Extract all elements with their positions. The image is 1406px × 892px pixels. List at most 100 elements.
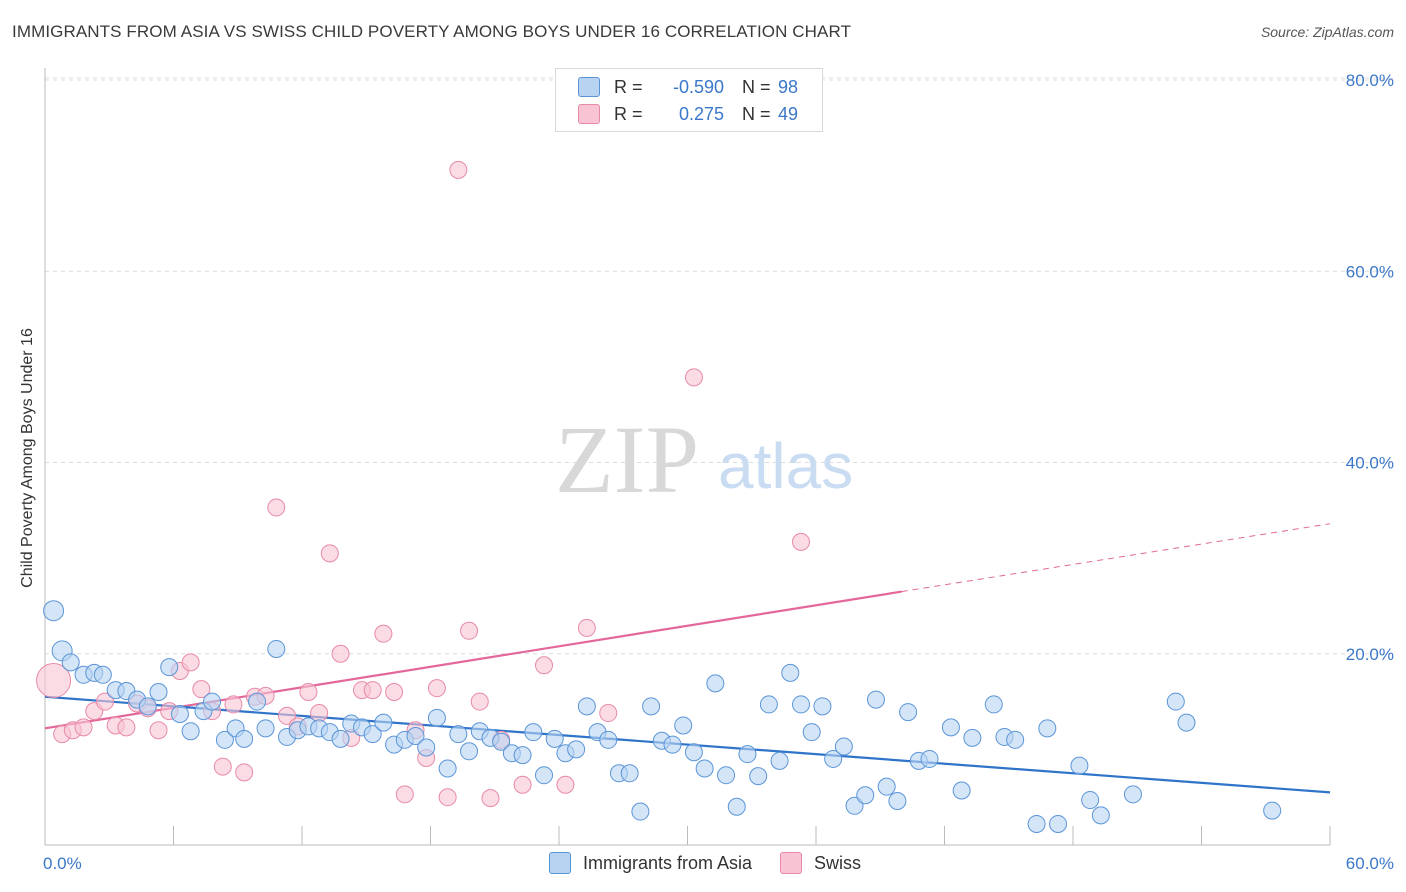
swiss-point <box>535 656 554 675</box>
swiss-point <box>577 618 596 637</box>
swiss-point <box>792 532 811 551</box>
legend-row-swiss: R = 0.275 N = 49 <box>578 101 798 127</box>
asia-point <box>1263 801 1282 820</box>
asia-point <box>759 695 778 714</box>
asia-point <box>1081 791 1100 810</box>
asia-point <box>888 792 907 811</box>
asia-point <box>984 695 1003 714</box>
asia-point <box>203 692 222 711</box>
asia-point <box>866 690 885 709</box>
x-tick-label: 60.0% <box>1346 854 1394 873</box>
asia-point <box>856 786 875 805</box>
grid-lines <box>45 77 1395 655</box>
swiss-point <box>470 692 489 711</box>
swiss-point <box>331 644 350 663</box>
asia-point <box>963 728 982 747</box>
asia-point <box>620 764 639 783</box>
y-tick-label: 40.0% <box>1346 454 1394 473</box>
asia-point <box>331 729 350 748</box>
asia-point <box>631 802 650 821</box>
x-tick-label: 0.0% <box>43 854 82 873</box>
asia-point <box>663 735 682 754</box>
series-legend: Immigrants from Asia Swiss <box>549 852 889 874</box>
asia-point <box>1166 692 1185 711</box>
trend-lines <box>44 523 1331 794</box>
n-label: N = <box>742 76 771 97</box>
swiss-point <box>95 692 114 711</box>
asia-point <box>1070 756 1089 775</box>
asia-point <box>781 663 800 682</box>
swiss-point <box>224 695 243 714</box>
asia-point <box>535 766 554 785</box>
asia-point <box>93 665 112 684</box>
swiss-point <box>181 653 200 672</box>
n-value: 98 <box>778 76 799 97</box>
asia-point <box>524 723 543 742</box>
asia-point <box>138 697 157 716</box>
swiss-point <box>385 683 404 701</box>
asia-point <box>1049 814 1068 833</box>
swiss-point <box>684 368 703 387</box>
asia-point <box>749 767 768 786</box>
asia-point <box>1027 814 1046 833</box>
asia-point <box>770 751 789 770</box>
asia-point <box>941 718 960 737</box>
asia-points <box>43 600 1282 833</box>
asia-point <box>149 683 168 701</box>
swiss-swatch <box>578 104 600 124</box>
asia-point <box>834 737 853 756</box>
asia-point <box>492 732 511 751</box>
source-credit: Source: ZipAtlas.com <box>1260 24 1394 40</box>
asia-point <box>1006 730 1025 749</box>
asia-point <box>1123 785 1142 804</box>
asia-point <box>61 653 80 672</box>
asia-point <box>1038 719 1057 738</box>
asia-point <box>1091 806 1110 825</box>
swiss-point <box>192 680 211 699</box>
swiss-point <box>481 789 500 808</box>
asia-point <box>824 749 843 768</box>
asia-swatch <box>578 77 600 97</box>
tick-labels: 20.0% 40.0% 60.0% 80.0% 0.0% 60.0% <box>43 71 1394 873</box>
swiss-point <box>427 679 446 698</box>
asia-point <box>438 759 457 778</box>
swiss-point <box>117 718 136 737</box>
asia-point <box>43 600 65 622</box>
r-value: 0.275 <box>678 103 724 124</box>
asia-point <box>738 745 757 764</box>
asia-point <box>674 716 693 735</box>
axes <box>44 68 1331 846</box>
asia-point <box>920 749 939 768</box>
asia-legend-label: Immigrants from Asia <box>583 852 753 873</box>
r-value: -0.590 <box>672 76 724 97</box>
asia-point <box>567 740 586 759</box>
watermark-zip: ZIP <box>555 406 699 513</box>
swiss-point <box>374 624 393 643</box>
swiss-point <box>599 704 618 723</box>
swiss-point <box>267 498 286 517</box>
y-tick-label: 60.0% <box>1346 262 1394 281</box>
asia-point <box>845 796 864 815</box>
asia-point <box>642 697 661 716</box>
asia-point <box>802 723 821 742</box>
swiss-trend-line <box>44 590 902 730</box>
watermark-atlas: atlas <box>718 430 853 502</box>
chart-title: IMMIGRANTS FROM ASIA VS SWISS CHILD POVE… <box>12 22 852 41</box>
r-label: R = <box>614 76 643 97</box>
asia-point <box>449 725 468 744</box>
asia-point <box>460 742 479 761</box>
y-tick-label: 20.0% <box>1346 645 1394 664</box>
legend-item-asia: Immigrants from Asia <box>549 852 752 874</box>
asia-point <box>427 708 446 727</box>
asia-point <box>813 697 832 716</box>
asia-point <box>545 729 564 748</box>
swiss-point <box>299 683 318 701</box>
asia-point <box>513 746 532 765</box>
asia-point <box>406 726 425 745</box>
asia-point <box>248 692 267 711</box>
swiss-point <box>395 785 414 804</box>
asia-point <box>235 729 254 748</box>
r-label: R = <box>614 103 643 124</box>
n-label: N = <box>742 103 771 124</box>
